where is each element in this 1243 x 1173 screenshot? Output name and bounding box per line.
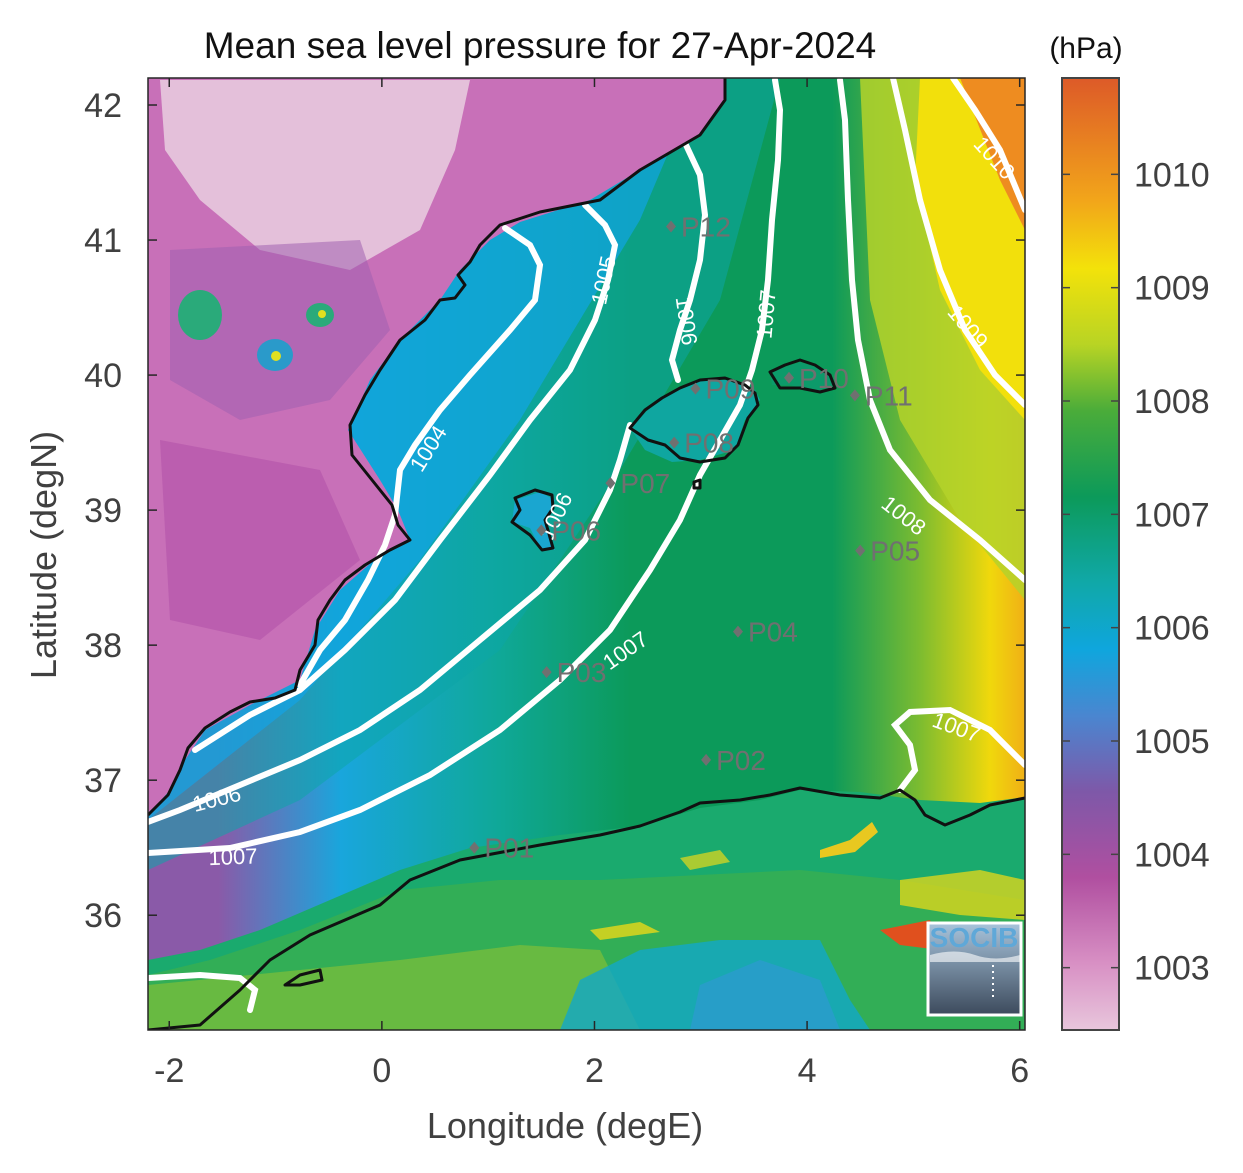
logo-wave-icon [930, 951, 1020, 962]
ridge-highlight [820, 822, 878, 858]
isobar-1004 [297, 225, 544, 688]
y-tick-label: 38 [84, 627, 122, 665]
ridge-highlight [680, 850, 730, 870]
station-label: P02 [716, 745, 766, 776]
station-label: P07 [620, 468, 670, 499]
station-marker [669, 436, 680, 449]
logo-text: SOCIB [930, 922, 1019, 953]
station-marker [469, 841, 480, 854]
isobar-1007-southwest [148, 971, 259, 1013]
station-marker [732, 625, 743, 638]
station-label: P08 [684, 428, 734, 459]
ibiza-coastline [510, 488, 555, 552]
colorbar-tick-label: 1009 [1134, 270, 1210, 308]
station-label: P10 [799, 363, 849, 394]
station-label: P03 [557, 657, 607, 688]
menorca-land [770, 362, 835, 392]
colorbar-gradient [1061, 77, 1120, 1031]
y-axis-label: Latitude (degN) [23, 431, 64, 679]
colorbar-tick-label: 1008 [1134, 383, 1210, 421]
colorbar-unit: (hPa) [1049, 32, 1122, 65]
colorbar-tick-label: 1004 [1134, 836, 1210, 874]
station-marker [541, 666, 552, 679]
stations: P01 P02 P03 P04 P05 P06 P07 P08 P09 P10 P11 P12 [469, 212, 920, 864]
isobar-1008 [837, 78, 1025, 583]
iberia-southeast [160, 440, 360, 640]
x-tick-label: 2 [585, 1052, 604, 1090]
isobar-1005 [192, 202, 619, 753]
iberia-highland [160, 80, 470, 270]
y-tick-label: 36 [84, 897, 122, 935]
y-axis-ticks: 36 37 38 39 40 41 42 [84, 87, 1025, 935]
socib-logo: SOCIB [926, 921, 1023, 1017]
logo-background [926, 921, 1023, 1017]
contour-label: 1007 [208, 843, 258, 870]
ridge-highlight [590, 922, 660, 940]
station-marker [666, 220, 677, 233]
station-marker [855, 544, 866, 557]
y-tick-label: 40 [84, 357, 122, 395]
colorbar-tick-label: 1006 [1134, 610, 1210, 648]
contour-label: 1007 [751, 289, 780, 340]
x-tick-label: 6 [1010, 1052, 1029, 1090]
cabrera-coastline [692, 478, 702, 490]
x-tick-label: -2 [154, 1052, 184, 1090]
station-label: P01 [484, 833, 534, 864]
station-label: P05 [870, 536, 920, 567]
ibiza-land [512, 492, 555, 550]
station-label: P11 [865, 380, 913, 411]
station-marker [701, 753, 712, 766]
menorca-coastline [768, 358, 837, 394]
iberia-interior [170, 240, 390, 420]
x-tick-label: 0 [372, 1052, 391, 1090]
x-tick-label: 4 [798, 1052, 817, 1090]
y-tick-label: 37 [84, 762, 122, 800]
x-axis-ticks: -2 0 2 4 6 [154, 78, 1029, 1090]
station-marker [690, 382, 701, 395]
colorbar-tick-label: 1010 [1134, 156, 1210, 194]
ridge-highlight [900, 870, 1025, 920]
colorbar-tick-label: 1003 [1134, 950, 1210, 988]
isobar-1007 [148, 78, 784, 856]
station-label: P04 [748, 617, 798, 648]
atlas-low [690, 960, 840, 1030]
band-1006 [148, 78, 780, 870]
hot-spot [880, 920, 940, 950]
station-marker [849, 389, 860, 402]
y-tick-label: 39 [84, 492, 122, 530]
colorbar: 1003 1004 1005 1006 1007 1008 1009 1010 (hPa) [1049, 32, 1210, 1031]
highland-peak [271, 351, 281, 361]
station-marker [605, 477, 616, 490]
chart-title: Mean sea level pressure for 27-Apr-2024 [204, 25, 877, 66]
north-africa-band [148, 945, 640, 1030]
highland-peak [318, 310, 326, 318]
isobar-1010 [950, 78, 1025, 213]
station-marker [784, 371, 795, 384]
mallorca-coastline [628, 376, 760, 464]
station-marker [536, 524, 547, 537]
north-africa-coastline [148, 786, 1025, 1030]
station-label: P06 [551, 515, 601, 546]
mallorca-land [630, 380, 760, 462]
station-label: P09 [705, 374, 755, 405]
colorbar-tick-label: 1005 [1134, 723, 1210, 761]
alboran-coastline [283, 968, 324, 987]
y-tick-label: 41 [84, 222, 122, 260]
station-label: P12 [681, 212, 731, 243]
map-frame [147, 77, 1026, 1031]
iberia-coastline [148, 78, 727, 817]
isobar-1009 [890, 78, 1025, 408]
coastlines [148, 78, 1025, 1030]
highland-spot [178, 290, 222, 340]
x-axis-label: Longitude (degE) [427, 1105, 703, 1146]
colorbar-tick-label: 1007 [1134, 496, 1210, 534]
colorbar-ticks: 1003 1004 1005 1006 1007 1008 1009 1010 [1062, 156, 1210, 988]
y-tick-label: 42 [84, 87, 122, 125]
isobar-1006-north [668, 142, 709, 383]
isobar-1007-africa [890, 706, 1025, 793]
